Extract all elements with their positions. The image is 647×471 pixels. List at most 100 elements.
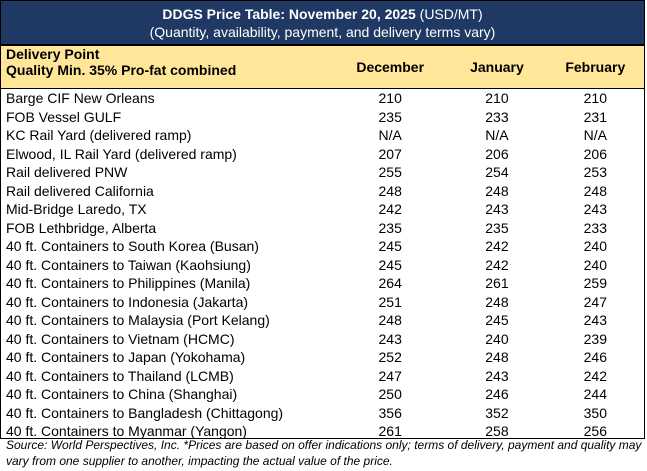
delivery-point-cell: 40 ft. Containers to Thailand (LCMB): [6, 367, 234, 384]
february-price-cell: 231: [583, 108, 607, 125]
december-price-cell: 235: [378, 219, 402, 236]
table-row: 40 ft. Containers to Vietnam (HCMC) 243 24…: [0, 330, 645, 349]
table-title-bar: DDGS Price Table: November 20, 2025 (USD…: [0, 0, 645, 45]
february-price-cell: 256: [583, 423, 607, 440]
delivery-point-cell: KC Rail Yard (delivered ramp): [6, 127, 192, 144]
february-price-cell: N/A: [583, 127, 607, 144]
table-row: 40 ft. Containers to Thailand (LCMB) 247 2…: [0, 367, 645, 386]
february-price-cell: 239: [583, 330, 607, 347]
delivery-point-cell: 40 ft. Containers to Indonesia (Jakarta): [6, 293, 249, 310]
december-price-cell: 243: [378, 330, 402, 347]
table-row: Rail delivered PNW 255 254 253: [0, 163, 645, 182]
table-body: Barge CIF New Orleans 210 210 210 FOB Vessel…: [0, 89, 645, 441]
delivery-point-cell: Elwood, IL Rail Yard (delivered ramp): [6, 145, 237, 162]
delivery-point-cell: Rail delivered PNW: [6, 164, 128, 181]
february-price-cell: 210: [583, 90, 607, 107]
delivery-point-cell: FOB Lethbridge, Alberta: [6, 219, 157, 236]
header-quality-label: Quality Min. 35% Pro-fat combined: [6, 62, 237, 78]
january-price-cell: 352: [485, 404, 509, 421]
december-price-cell: 210: [378, 90, 402, 107]
december-price-cell: 242: [378, 201, 402, 218]
delivery-point-cell: FOB Vessel GULF: [6, 108, 122, 125]
january-price-cell: 245: [485, 312, 509, 329]
table-title-unit: (USD/MT): [415, 6, 483, 22]
february-price-cell: 244: [583, 386, 607, 403]
header-delivery-point-label: Delivery Point: [6, 46, 100, 62]
february-price-cell: 242: [583, 367, 607, 384]
december-price-cell: 235: [378, 108, 402, 125]
price-table: Delivery Point Quality Min. 35% Pro-fat …: [0, 45, 645, 441]
table-row: 40 ft. Containers to South Korea (Busan)…: [0, 237, 645, 256]
february-price-cell: 243: [583, 312, 607, 329]
table-row: 40 ft. Containers to Indonesia (Jakarta)…: [0, 293, 645, 312]
january-price-cell: 206: [485, 145, 509, 162]
january-price-cell: 261: [485, 275, 509, 292]
february-price-cell: 253: [583, 164, 607, 181]
january-price-cell: N/A: [485, 127, 509, 144]
january-price-cell: 243: [485, 367, 509, 384]
february-price-cell: 259: [583, 275, 607, 292]
december-price-cell: 250: [378, 386, 402, 403]
december-price-cell: 248: [378, 182, 402, 199]
january-price-cell: 248: [485, 293, 509, 310]
february-price-cell: 246: [583, 349, 607, 366]
table-header-row: Delivery Point Quality Min. 35% Pro-fat …: [0, 45, 645, 89]
delivery-point-cell: 40 ft. Containers to Myanmar (Yangon): [6, 423, 247, 440]
january-price-cell: 242: [485, 256, 509, 273]
december-price-cell: 207: [378, 145, 402, 162]
header-december: December: [332, 45, 449, 89]
table-row: 40 ft. Containers to Myanmar (Yangon) 261…: [0, 422, 645, 441]
table-row: 40 ft. Containers to Malaysia (Port Kela…: [0, 311, 645, 330]
delivery-point-cell: 40 ft. Containers to Taiwan (Kaohsiung): [6, 256, 251, 273]
table-subtitle: (Quantity, availability, payment, and de…: [149, 24, 496, 40]
december-price-cell: 261: [378, 423, 402, 440]
january-price-cell: 210: [485, 90, 509, 107]
header-february: February: [545, 45, 645, 89]
january-price-cell: 254: [485, 164, 509, 181]
delivery-point-cell: 40 ft. Containers to Japan (Yokohama): [6, 349, 246, 366]
header-january: January: [448, 45, 546, 89]
february-price-cell: 233: [583, 219, 607, 236]
january-price-cell: 233: [485, 108, 509, 125]
january-price-cell: 258: [485, 423, 509, 440]
table-row: Elwood, IL Rail Yard (delivered ramp) 207…: [0, 145, 645, 164]
december-price-cell: 251: [378, 293, 402, 310]
january-price-cell: 248: [485, 182, 509, 199]
january-price-cell: 248: [485, 349, 509, 366]
december-price-cell: 356: [378, 404, 402, 421]
december-price-cell: 248: [378, 312, 402, 329]
table-row: Mid-Bridge Laredo, TX 242 243 243: [0, 200, 645, 219]
january-price-cell: 243: [485, 201, 509, 218]
december-price-cell: 252: [378, 349, 402, 366]
table-title: DDGS Price Table: November 20, 2025 (USD…: [1, 1, 644, 23]
january-price-cell: 240: [485, 330, 509, 347]
january-price-cell: 235: [485, 219, 509, 236]
february-price-cell: 206: [583, 145, 607, 162]
header-delivery-point: Delivery Point Quality Min. 35% Pro-fat …: [0, 45, 333, 89]
table-row: 40 ft. Containers to Japan (Yokohama) 252…: [0, 348, 645, 367]
delivery-point-cell: 40 ft. Containers to Vietnam (HCMC): [6, 330, 235, 347]
table-row: 40 ft. Containers to China (Shanghai) 250…: [0, 385, 645, 404]
february-price-cell: 240: [583, 256, 607, 273]
delivery-point-cell: 40 ft. Containers to South Korea (Busan): [6, 238, 259, 255]
table-row: 40 ft. Containers to Philippines (Manila…: [0, 274, 645, 293]
december-price-cell: 255: [378, 164, 402, 181]
table-row: FOB Lethbridge, Alberta 235 235 233: [0, 219, 645, 238]
delivery-point-cell: Mid-Bridge Laredo, TX: [6, 201, 147, 218]
january-price-cell: 246: [485, 386, 509, 403]
delivery-point-cell: 40 ft. Containers to China (Shanghai): [6, 386, 238, 403]
february-price-cell: 350: [583, 404, 607, 421]
table-row: KC Rail Yard (delivered ramp) N/A N/A N/A: [0, 126, 645, 145]
table-row: 40 ft. Containers to Taiwan (Kaohsiung) 2…: [0, 256, 645, 275]
delivery-point-cell: 40 ft. Containers to Bangladesh (Chittag…: [6, 404, 284, 421]
delivery-point-cell: 40 ft. Containers to Philippines (Manila…: [6, 275, 251, 292]
december-price-cell: 264: [378, 275, 402, 292]
december-price-cell: 247: [378, 367, 402, 384]
table-row: FOB Vessel GULF 235 233 231: [0, 108, 645, 127]
december-price-cell: 245: [378, 238, 402, 255]
february-price-cell: 243: [583, 201, 607, 218]
january-price-cell: 242: [485, 238, 509, 255]
december-price-cell: N/A: [378, 127, 402, 144]
table-row: 40 ft. Containers to Bangladesh (Chittag…: [0, 404, 645, 423]
